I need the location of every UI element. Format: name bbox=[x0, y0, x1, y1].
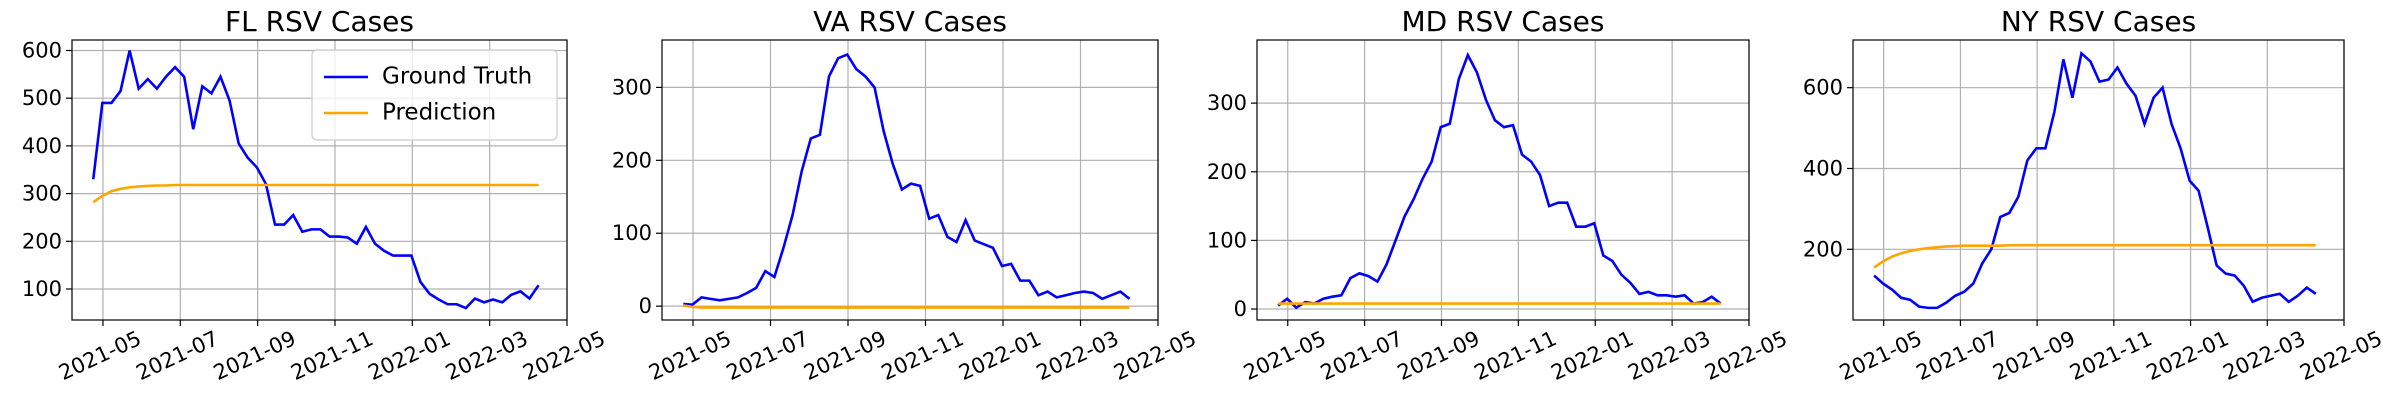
y-tick-label: 200 bbox=[1803, 237, 1843, 261]
series-line bbox=[1277, 51, 1722, 310]
chart-title: NY RSV Cases bbox=[2001, 5, 2196, 38]
legend-box bbox=[311, 49, 558, 141]
x-tick-label: 2022-01 bbox=[365, 326, 455, 385]
chart-title: FL RSV Cases bbox=[225, 5, 414, 38]
x-tick-label: 2021-11 bbox=[2066, 326, 2156, 385]
y-tick-label: 300 bbox=[612, 75, 652, 99]
axes-frame bbox=[661, 39, 1159, 321]
x-tick-label: 2021-05 bbox=[55, 326, 145, 385]
x-tick-label: 2021-09 bbox=[210, 326, 300, 385]
x-tick-label: 2021-05 bbox=[1240, 326, 1330, 385]
series-line bbox=[683, 304, 1130, 309]
y-tick-label: 0 bbox=[1234, 297, 1247, 321]
legend: Ground Truth Prediction bbox=[311, 49, 558, 141]
y-tick-label: 100 bbox=[1207, 228, 1247, 252]
series-line bbox=[92, 183, 539, 204]
subplot: MD RSV Cases01002003002021-052021-072021… bbox=[1207, 5, 1791, 385]
axes-frame bbox=[1852, 39, 2345, 321]
x-tick-label: 2021-07 bbox=[132, 326, 222, 385]
x-tick-label: 2022-05 bbox=[519, 326, 609, 385]
x-tick-label: 2022-03 bbox=[442, 326, 532, 385]
y-tick-label: 400 bbox=[22, 134, 62, 158]
x-tick-label: 2021-07 bbox=[723, 326, 813, 385]
x-tick-label: 2021-11 bbox=[878, 326, 968, 385]
legend-label: Ground Truth bbox=[382, 64, 532, 90]
x-tick-label: 2022-05 bbox=[1110, 326, 1200, 385]
subplot: FL RSV Cases1002003004005006002021-05202… bbox=[22, 5, 609, 385]
x-tick-label: 2021-05 bbox=[645, 326, 735, 385]
x-tick-label: 2021-09 bbox=[1394, 326, 1484, 385]
series-line bbox=[683, 52, 1131, 307]
x-tick-label: 2021-09 bbox=[1989, 326, 2079, 385]
subplot: VA RSV Cases01002003002021-052021-072021… bbox=[612, 5, 1200, 385]
y-tick-label: 500 bbox=[22, 86, 62, 110]
axes-frame bbox=[71, 39, 568, 321]
x-tick-label: 2022-03 bbox=[2219, 326, 2309, 385]
x-tick-label: 2021-07 bbox=[1913, 326, 2003, 385]
y-tick-label: 400 bbox=[1803, 156, 1843, 180]
y-tick-label: 600 bbox=[22, 38, 62, 62]
x-tick-label: 2022-05 bbox=[1701, 326, 1791, 385]
x-tick-label: 2022-01 bbox=[955, 326, 1045, 385]
chart-title: VA RSV Cases bbox=[813, 5, 1007, 38]
series-line bbox=[1873, 243, 2316, 269]
x-tick-label: 2021-09 bbox=[800, 326, 890, 385]
x-tick-label: 2022-01 bbox=[1547, 326, 1637, 385]
y-tick-label: 100 bbox=[22, 277, 62, 301]
series-line bbox=[91, 50, 540, 310]
y-tick-label: 0 bbox=[639, 294, 652, 318]
axes-frame bbox=[1256, 39, 1750, 321]
chart-title: MD RSV Cases bbox=[1401, 5, 1604, 38]
series-line bbox=[1873, 50, 2317, 310]
x-tick-label: 2022-03 bbox=[1624, 326, 1714, 385]
x-tick-label: 2021-05 bbox=[1836, 326, 1926, 385]
x-tick-label: 2021-11 bbox=[287, 326, 377, 385]
subplot: NY RSV Cases2004006002021-052021-072021-… bbox=[1803, 5, 2386, 385]
x-tick-label: 2021-11 bbox=[1471, 326, 1561, 385]
x-tick-label: 2022-03 bbox=[1033, 326, 1123, 385]
y-tick-label: 200 bbox=[1207, 160, 1247, 184]
legend-label: Prediction bbox=[382, 100, 496, 126]
y-tick-label: 300 bbox=[22, 182, 62, 206]
x-tick-label: 2022-05 bbox=[2296, 326, 2386, 385]
y-tick-label: 600 bbox=[1803, 76, 1843, 100]
x-tick-label: 2022-01 bbox=[2143, 326, 2233, 385]
y-tick-label: 200 bbox=[22, 229, 62, 253]
x-tick-label: 2021-07 bbox=[1317, 326, 1407, 385]
y-tick-label: 300 bbox=[1207, 91, 1247, 115]
y-tick-label: 200 bbox=[612, 148, 652, 172]
y-tick-label: 100 bbox=[612, 221, 652, 245]
